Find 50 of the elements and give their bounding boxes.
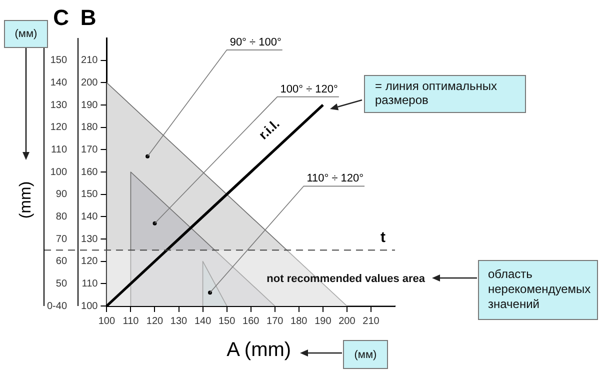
y2-tick-label: 0-40 — [47, 300, 68, 312]
x-tick-label: 140 — [194, 316, 212, 327]
x-tick-label: 150 — [218, 316, 236, 327]
y2-tick-label: 50 — [56, 278, 68, 290]
y2-tick-label: 100 — [50, 166, 68, 178]
y2-tick-label: 150 — [50, 55, 68, 66]
y-tick-label: 210 — [81, 55, 98, 66]
x-tick-label: 190 — [314, 316, 332, 327]
y2-tick-label: 70 — [56, 234, 68, 245]
y2-tick-label: 130 — [50, 100, 68, 111]
y-axis-title: B — [80, 5, 96, 30]
callout-box: (мм) — [343, 340, 388, 369]
x-tick-label: 110 — [122, 316, 140, 327]
x-tick-label: 180 — [290, 316, 308, 327]
text: 100° ÷ 120° — [280, 83, 338, 96]
y2-tick-label: 80 — [56, 211, 68, 222]
y2-axis-title: C — [53, 5, 70, 30]
y-tick-label: 170 — [81, 144, 98, 156]
y-tick-label: 190 — [81, 100, 98, 111]
text: 90° ÷ 100° — [230, 36, 282, 48]
y-tick-label: 120 — [81, 256, 98, 268]
y-tick-label: 110 — [82, 278, 98, 290]
x-tick-label: 210 — [362, 316, 380, 327]
x-tick-label: 100 — [98, 316, 116, 327]
text: r.i.l. — [256, 116, 282, 142]
y-tick-label: 140 — [81, 211, 98, 222]
ref-line-label: t — [380, 229, 386, 246]
y-tick-label: 100 — [81, 300, 98, 312]
y2-tick-label: 90 — [56, 189, 68, 200]
y-tick-label: 180 — [81, 122, 98, 134]
x-tick-label: 120 — [146, 316, 164, 327]
y2-tick-label: 140 — [50, 77, 68, 88]
band-label: not recommended values area — [266, 273, 426, 286]
callout-box: (мм) — [4, 20, 48, 48]
y2-tick-label: 60 — [56, 256, 68, 268]
y-tick-label: 200 — [81, 77, 98, 88]
y-tick-label: 130 — [81, 234, 98, 245]
y2-tick-label: 110 — [51, 144, 68, 156]
y-tick-label: 150 — [81, 189, 98, 200]
x-tick-label: 130 — [170, 316, 188, 327]
y-tick-label: 160 — [81, 166, 98, 178]
y2-tick-label: 120 — [50, 122, 68, 134]
text: (mm) — [18, 181, 36, 219]
callout-box: = линия оптимальных размеров — [364, 75, 526, 113]
x-axis-title: A (mm) — [226, 339, 292, 361]
x-tick-label: 160 — [242, 316, 260, 327]
x-tick-label: 170 — [266, 316, 284, 327]
text: 110° ÷ 120° — [306, 172, 364, 185]
callout-box: область нерекомендуемых значений — [478, 260, 598, 320]
x-tick-label: 200 — [338, 316, 356, 327]
